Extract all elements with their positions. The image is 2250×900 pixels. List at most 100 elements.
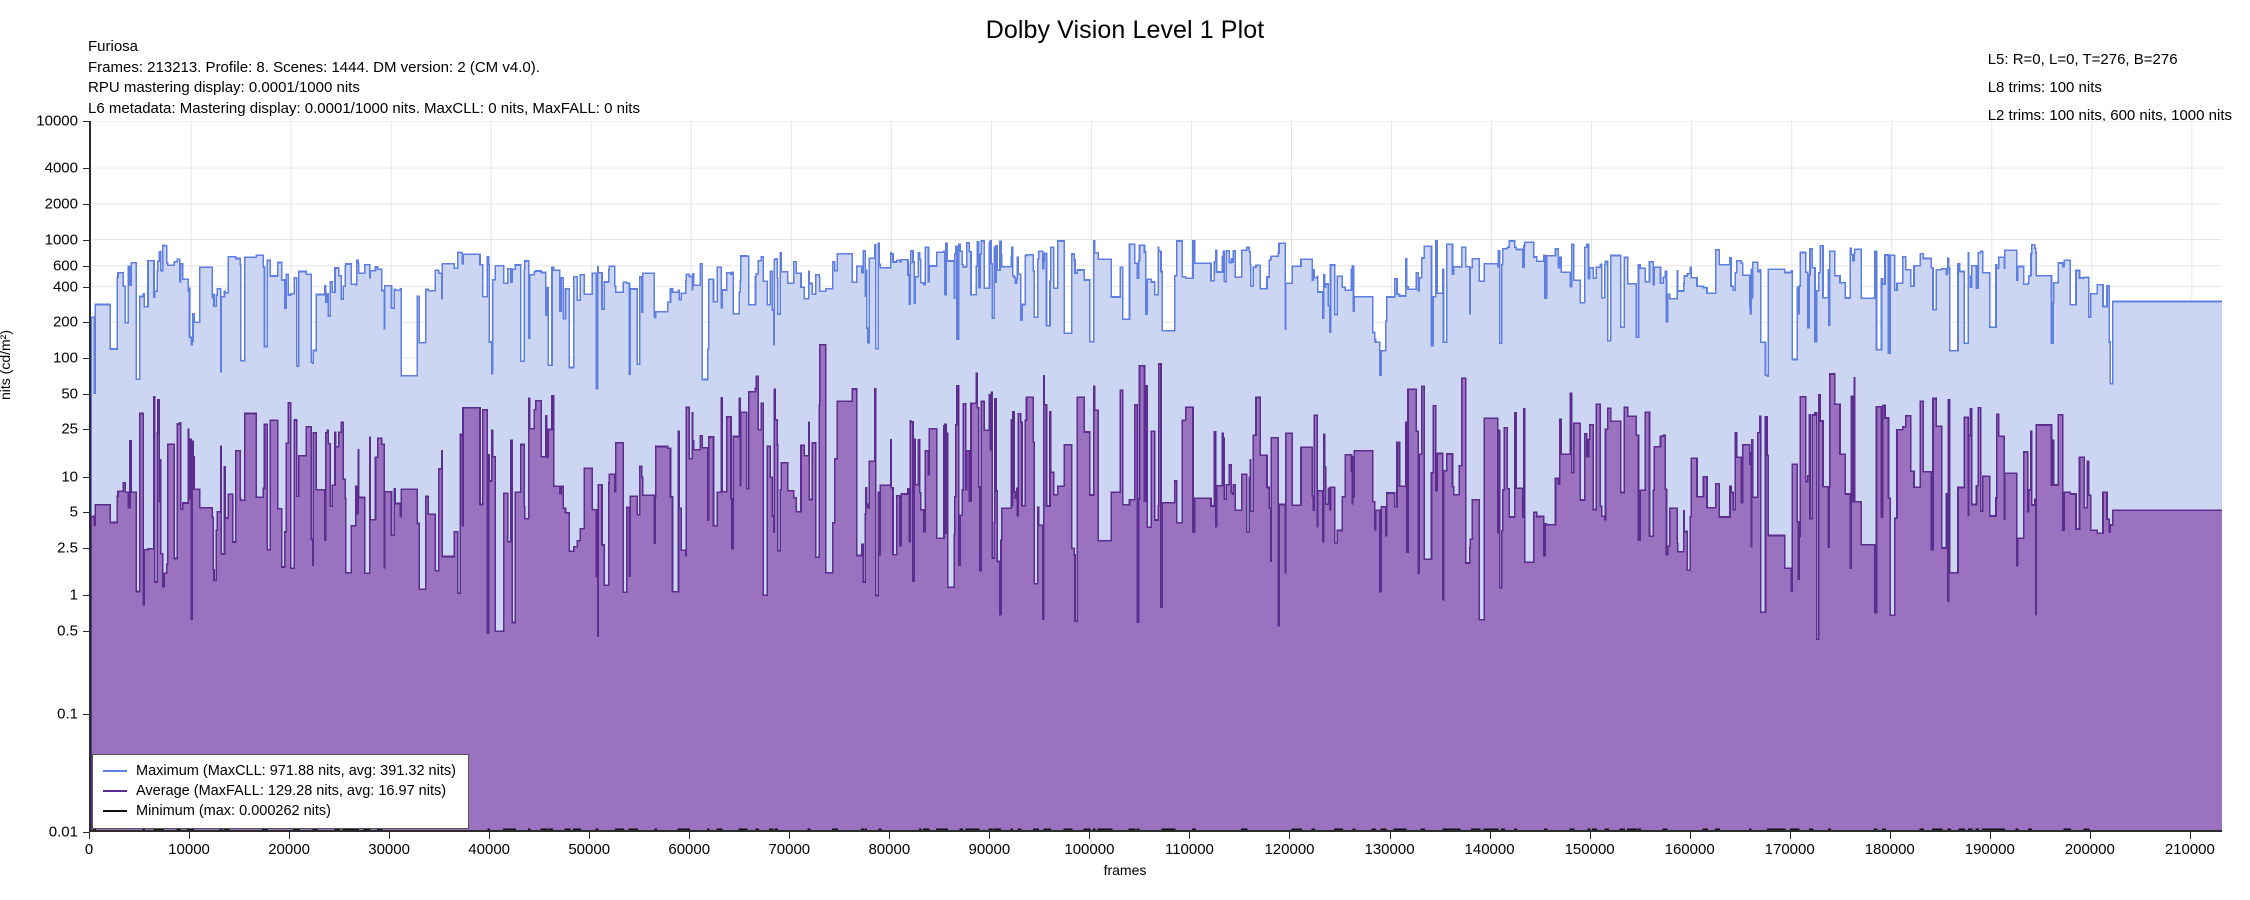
x-tick-label: 60000: [668, 841, 711, 858]
y-tick-mark: [83, 713, 90, 715]
x-tick-mark: [289, 832, 291, 839]
x-tick-mark: [2189, 832, 2191, 839]
x-tick-label: 190000: [1964, 841, 2015, 858]
y-tick-label: 5: [69, 503, 78, 521]
x-tick-mark: [689, 832, 691, 839]
y-tick-mark: [83, 512, 90, 514]
x-tick-label: 170000: [1764, 841, 1815, 858]
x-tick-label: 80000: [868, 841, 911, 858]
x-tick-label: 50000: [568, 841, 611, 858]
x-tick-mark: [1189, 832, 1191, 839]
y-tick-label: 0.01: [48, 823, 78, 841]
x-tick-mark: [1889, 832, 1891, 839]
page-title: Dolby Vision Level 1 Plot: [985, 16, 1265, 44]
y-tick-mark: [83, 595, 90, 596]
meta-title-line: Furiosa: [88, 38, 139, 55]
y-tick-label: 600: [52, 257, 78, 275]
x-tick-label: 40000: [468, 841, 511, 858]
x-tick-label: 140000: [1464, 841, 1515, 858]
x-tick-label: 30000: [368, 841, 410, 858]
legend-label-minimum: Minimum (max: 0.000262 nits): [136, 803, 332, 819]
x-tick-label: 120000: [1264, 841, 1315, 858]
x-tick-mark: [1389, 832, 1391, 839]
x-tick-mark: [889, 832, 891, 839]
y-tick-mark: [83, 121, 90, 122]
x-tick-mark: [789, 832, 791, 839]
x-tick-label: 180000: [1864, 841, 1915, 858]
x-tick-mark: [1089, 832, 1091, 839]
x-tick-mark: [1989, 832, 1991, 839]
y-tick-mark: [83, 286, 90, 288]
y-tick-label: 0.1: [57, 705, 78, 722]
metadata-left-block: Furiosa Frames: 213213. Profile: 8. Scen…: [88, 37, 640, 119]
x-tick-mark: [2089, 832, 2091, 839]
y-tick-mark: [83, 265, 90, 267]
x-tick-mark: [1489, 832, 1491, 839]
meta-l8-line: L8 trims: 100 nits: [1987, 79, 2102, 96]
x-tick-label: 130000: [1364, 841, 1415, 858]
meta-rpu-line: RPU mastering display: 0.0001/1000 nits: [88, 79, 360, 96]
y-tick-label: 50: [61, 385, 78, 403]
x-tick-label: 100000: [1064, 841, 1115, 858]
y-tick-mark: [83, 239, 90, 241]
x-tick-mark: [1289, 832, 1291, 839]
x-tick-mark: [389, 832, 391, 839]
y-tick-mark: [83, 476, 90, 478]
x-tick-label: 160000: [1664, 841, 1715, 858]
x-tick-label: 70000: [768, 841, 811, 858]
y-tick-label: 2000: [44, 195, 78, 213]
x-tick-label: 150000: [1564, 841, 1615, 858]
x-tick-mark: [589, 832, 591, 839]
plot-canvas: [91, 121, 2222, 830]
x-tick-mark: [1589, 832, 1591, 839]
legend-item-average: Average (MaxFALL: 129.28 nits, avg: 16.9…: [103, 781, 456, 801]
x-tick-mark: [489, 832, 491, 839]
x-tick-label: 20000: [268, 841, 310, 858]
x-tick-mark: [189, 832, 191, 839]
x-tick-mark: [1789, 832, 1791, 839]
meta-l5-line: L5: R=0, L=0, T=276, B=276: [1987, 51, 2178, 68]
legend-label-maximum: Maximum (MaxCLL: 971.88 nits, avg: 391.3…: [136, 763, 456, 779]
metadata-right-block: L5: R=0, L=0, T=276, B=276 L8 trims: 100…: [1988, 46, 2232, 130]
y-tick-mark: [83, 832, 90, 833]
y-tick-mark: [83, 630, 90, 632]
average-area: [91, 344, 2222, 830]
maximum-line: [91, 240, 2222, 830]
y-tick-label: 4000: [44, 159, 78, 177]
y-tick-mark: [83, 547, 90, 549]
average-line: [91, 343, 2222, 830]
y-tick-label: 200: [52, 313, 78, 331]
y-tick-mark: [83, 393, 90, 395]
y-tick-label: 10000: [36, 112, 78, 130]
legend-item-minimum: Minimum (max: 0.000262 nits): [103, 801, 456, 821]
x-tick-label: 90000: [968, 841, 1011, 858]
x-tick-label: 10000: [168, 841, 210, 858]
x-tick-label: 210000: [2164, 841, 2215, 858]
plot-area: [89, 121, 2222, 832]
meta-l6-line: L6 metadata: Mastering display: 0.0001/1…: [88, 99, 640, 117]
y-tick-label: 0.5: [57, 622, 78, 640]
y-tick-label: 10: [61, 468, 78, 485]
y-tick-mark: [83, 168, 90, 170]
y-tick-mark: [83, 358, 90, 359]
legend-box: Maximum (MaxCLL: 971.88 nits, avg: 391.3…: [92, 754, 469, 829]
x-tick-label: 0: [84, 841, 94, 858]
x-tick-mark: [1689, 832, 1691, 839]
meta-frames-line: Frames: 213213. Profile: 8. Scenes: 1444…: [88, 58, 540, 76]
y-tick-mark: [83, 322, 90, 324]
x-axis-label: frames: [1103, 862, 1147, 878]
legend-swatch-average-icon: [103, 790, 127, 792]
legend-label-average: Average (MaxFALL: 129.28 nits, avg: 16.9…: [136, 783, 447, 799]
meta-l2-line: L2 trims: 100 nits, 600 nits, 1000 nits: [1987, 107, 2232, 124]
x-tick-label: 200000: [2064, 841, 2115, 858]
y-tick-mark: [83, 203, 90, 205]
x-tick-mark: [89, 832, 90, 839]
x-tick-label: 110000: [1164, 841, 1214, 858]
y-tick-label: 25: [61, 420, 78, 438]
y-tick-label: 1: [69, 586, 78, 604]
legend-swatch-minimum-icon: [103, 810, 127, 812]
y-tick-label: 100: [52, 349, 78, 367]
legend-item-maximum: Maximum (MaxCLL: 971.88 nits, avg: 391.3…: [103, 761, 456, 781]
y-tick-label: 2.5: [57, 539, 78, 557]
